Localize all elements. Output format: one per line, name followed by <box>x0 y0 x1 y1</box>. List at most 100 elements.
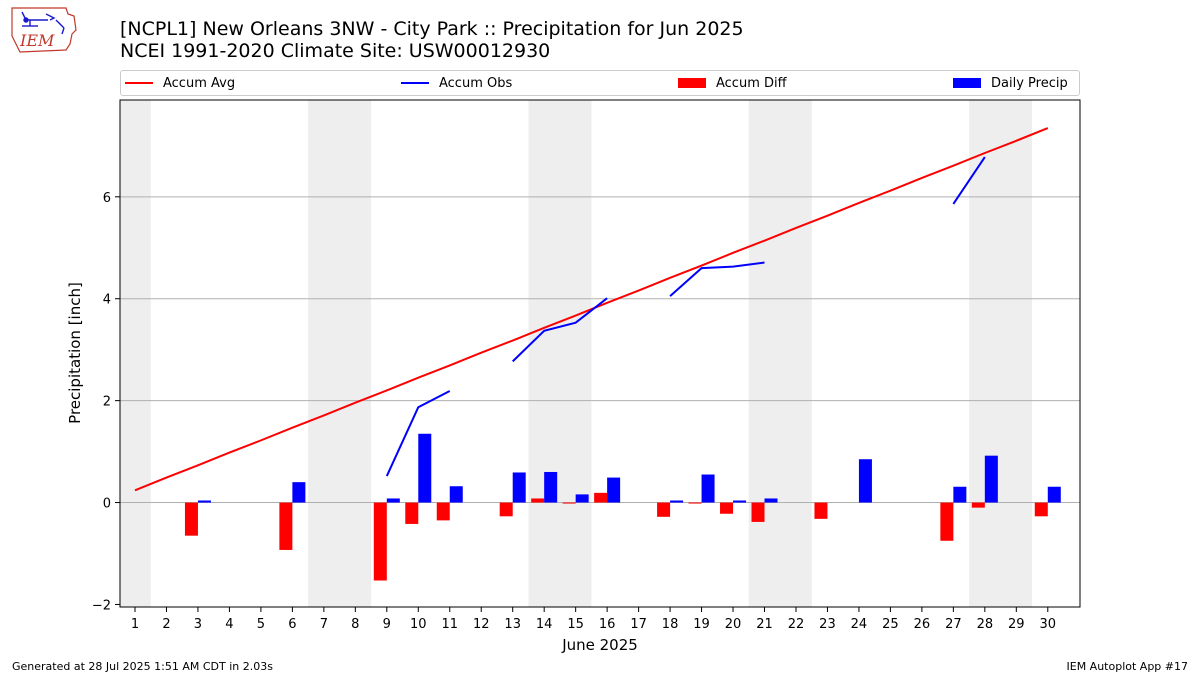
legend-item-accum-avg: Accum Avg <box>125 71 235 95</box>
daily-precip-bar <box>386 498 400 503</box>
x-tick-label: 5 <box>257 617 265 632</box>
x-tick-label: 4 <box>225 617 233 632</box>
weekend-shade <box>748 100 812 607</box>
y-tick-label: 2 <box>103 395 111 410</box>
accum-diff-bar <box>814 502 828 519</box>
accum-diff-bar <box>971 502 985 508</box>
weekend-shade <box>528 100 592 607</box>
daily-precip-bar <box>418 433 432 503</box>
x-axis-label: June 2025 <box>561 636 638 654</box>
x-tick-label: 16 <box>599 617 616 632</box>
x-tick-label: 27 <box>945 617 962 632</box>
x-tick-label: 7 <box>320 617 328 632</box>
daily-precip-bar <box>701 474 715 503</box>
legend-label-daily-precip: Daily Precip <box>991 75 1068 91</box>
y-tick-label: 6 <box>103 191 111 206</box>
x-tick-label: 18 <box>662 617 679 632</box>
x-tick-label: 28 <box>977 617 994 632</box>
y-tick-label: 0 <box>103 497 111 512</box>
x-tick-label: 15 <box>567 617 584 632</box>
x-tick-label: 1 <box>131 617 139 632</box>
y-axis-label: Precipitation [inch] <box>66 282 84 424</box>
x-tick-label: 26 <box>914 617 931 632</box>
accum-obs-line <box>385 390 451 477</box>
legend-item-accum-diff: Accum Diff <box>678 71 787 95</box>
accum-diff-bar <box>184 502 198 536</box>
x-tick-label: 20 <box>725 617 742 632</box>
daily-precip-swatch <box>953 78 981 88</box>
accum-diff-bar <box>436 502 450 521</box>
weekend-shade <box>308 100 372 607</box>
daily-precip-bar <box>292 482 306 503</box>
x-tick-label: 2 <box>162 617 170 632</box>
daily-precip-bar <box>544 471 558 503</box>
accum-diff-swatch <box>678 78 706 88</box>
daily-precip-bar <box>512 472 526 503</box>
accum-obs-line <box>512 297 608 363</box>
accum-diff-bar <box>720 502 734 514</box>
accum-obs-line <box>952 156 986 205</box>
accum-diff-bar <box>531 498 545 503</box>
x-tick-label: 22 <box>788 617 805 632</box>
x-tick-label: 12 <box>473 617 490 632</box>
daily-precip-bar <box>858 459 872 503</box>
accum-diff-bar <box>688 502 702 504</box>
daily-precip-bar <box>197 500 211 503</box>
x-tick-label: 11 <box>441 617 458 632</box>
daily-precip-bar <box>670 500 684 503</box>
x-tick-label: 6 <box>288 617 296 632</box>
accum-diff-bar <box>1034 502 1048 517</box>
x-tick-label: 14 <box>536 617 553 632</box>
iem-logo: IEM <box>11 7 77 53</box>
x-tick-label: 13 <box>504 617 521 632</box>
generated-footer: Generated at 28 Jul 2025 1:51 AM CDT in … <box>12 660 273 673</box>
accum-diff-bar <box>405 502 419 524</box>
accum-obs-line <box>669 261 765 297</box>
daily-precip-bar <box>1047 486 1061 503</box>
x-tick-label: 25 <box>882 617 899 632</box>
accum-avg-line <box>134 127 1049 492</box>
accum-diff-bar <box>562 502 576 504</box>
x-tick-label: 23 <box>819 617 836 632</box>
chart-subtitle: NCEI 1991-2020 Climate Site: USW00012930 <box>120 40 551 62</box>
app-footer: IEM Autoplot App #17 <box>1066 660 1189 673</box>
legend-label-accum-avg: Accum Avg <box>163 75 236 91</box>
y-tick-label: 4 <box>103 293 111 308</box>
x-tick-label: 24 <box>851 617 868 632</box>
daily-precip-bar <box>733 500 747 503</box>
accum-obs-swatch <box>401 82 429 84</box>
x-tick-label: 30 <box>1040 617 1057 632</box>
accum-avg-swatch <box>125 82 153 84</box>
y-tick-label: −2 <box>92 598 111 613</box>
legend: Accum Avg Accum Obs Accum Diff Daily Pre… <box>120 70 1080 96</box>
daily-precip-bar <box>449 486 463 503</box>
chart-title: [NCPL1] New Orleans 3NW - City Park :: P… <box>120 18 744 40</box>
daily-precip-bar <box>953 486 967 503</box>
legend-item-daily-precip: Daily Precip <box>953 71 1068 95</box>
x-tick-label: 10 <box>410 617 427 632</box>
legend-label-accum-obs: Accum Obs <box>439 75 513 91</box>
accum-diff-bar <box>373 502 387 581</box>
x-tick-label: 19 <box>693 617 710 632</box>
plot-area <box>120 100 1080 607</box>
daily-precip-bar <box>764 498 778 503</box>
weekend-shade <box>120 100 151 607</box>
x-tick-label: 21 <box>756 617 773 632</box>
accum-diff-bar <box>657 502 671 517</box>
x-tick-label: 9 <box>383 617 391 632</box>
logo-text: IEM <box>19 31 55 50</box>
x-tick-label: 8 <box>351 617 359 632</box>
x-tick-label: 3 <box>194 617 202 632</box>
daily-precip-bar <box>607 477 621 503</box>
x-tick-label: 17 <box>630 617 647 632</box>
accum-diff-bar <box>279 502 293 550</box>
x-tick-label: 29 <box>1008 617 1025 632</box>
accum-diff-bar <box>499 502 513 517</box>
daily-precip-bar <box>575 494 589 503</box>
daily-precip-bar <box>984 455 998 503</box>
accum-diff-bar <box>940 502 954 541</box>
accum-diff-bar <box>751 502 765 522</box>
accum-diff-bar <box>594 492 608 503</box>
weekend-shade <box>969 100 1033 607</box>
